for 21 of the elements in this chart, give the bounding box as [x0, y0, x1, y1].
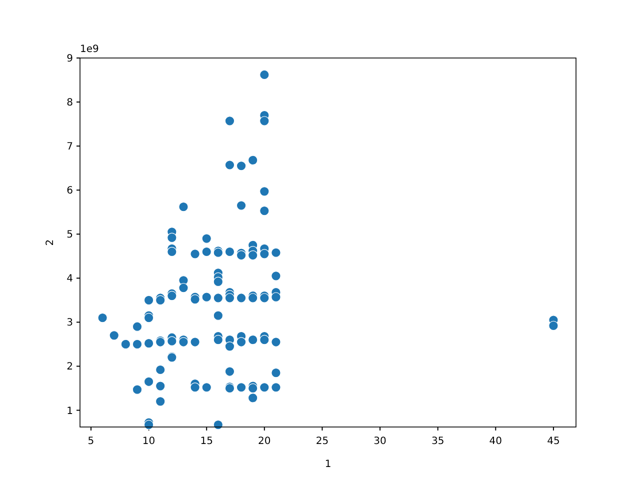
text: 1e9 [80, 44, 99, 55]
y-axis-title: 2 [45, 239, 56, 246]
y-tick-label: 9 [66, 54, 73, 64]
x-tick-label: 30 [374, 436, 386, 447]
x-tick-label: 35 [431, 436, 444, 447]
x-tick-label: 15 [200, 436, 213, 447]
y-tick-label: 4 [66, 274, 73, 285]
y-tick-label: 1 [66, 406, 73, 417]
x-tick-label: 45 [547, 436, 560, 447]
x-axis-title: 1 [324, 459, 332, 470]
x-tick-label: 5 [88, 436, 94, 447]
y-tick-label: 6 [66, 186, 73, 197]
y-tick-label: 7 [66, 142, 73, 153]
y-tick-label: 5 [66, 230, 73, 241]
y-tick-label: 2 [66, 362, 73, 373]
x-tick-label: 40 [489, 436, 502, 447]
y-tick-label: 3 [66, 318, 73, 329]
x-tick-label: 25 [316, 436, 329, 447]
x-tick-label: 20 [258, 436, 271, 447]
x-tick-label: 10 [142, 436, 156, 447]
y-tick-label: 8 [66, 98, 73, 109]
